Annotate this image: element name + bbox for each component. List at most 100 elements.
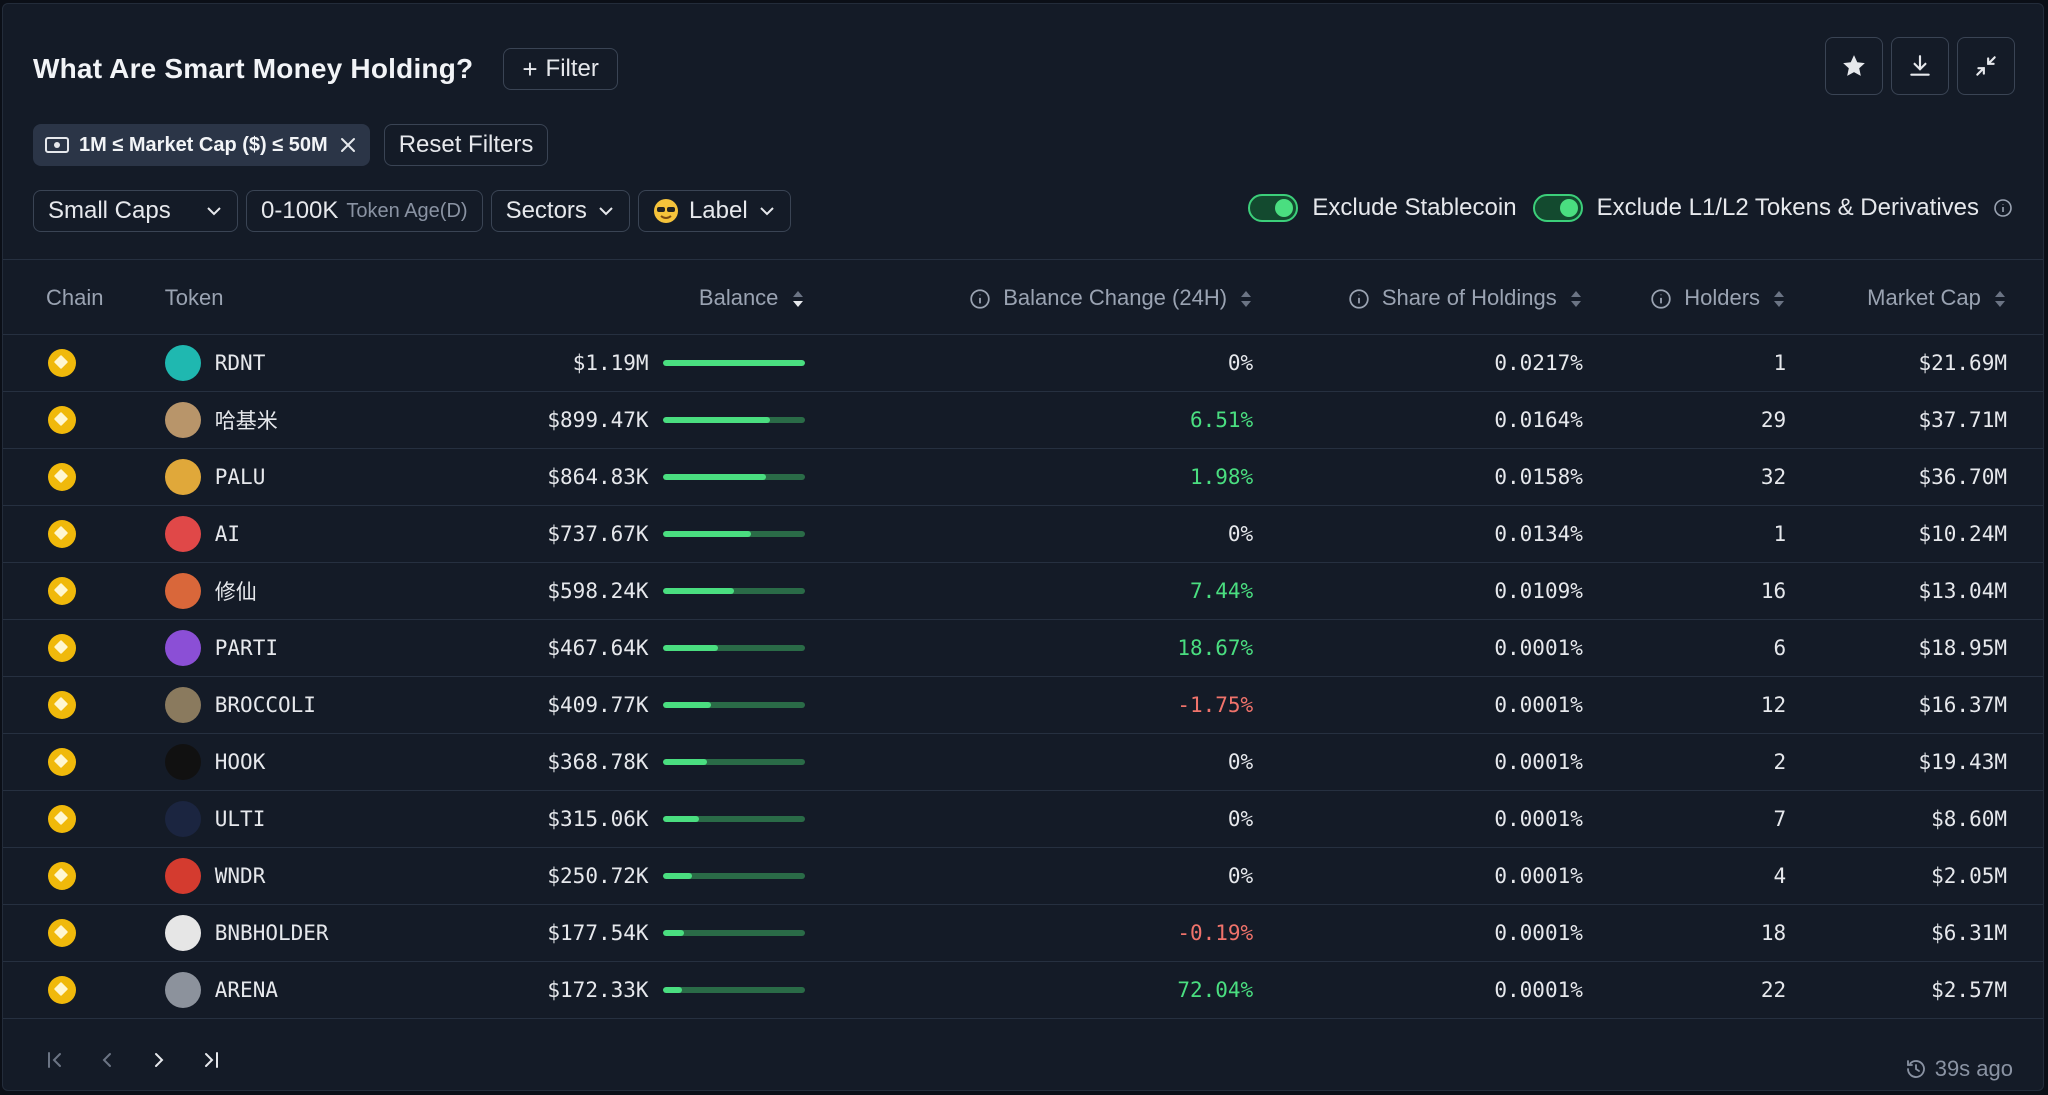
table-row[interactable]: 修仙 $598.24K 7.44% 0.0109% 16 $13.04M [3,562,2043,620]
balance-value: $864.83K [547,465,649,489]
l1l2-toggle[interactable] [1532,194,1583,222]
chain-cell [3,733,165,791]
token-name[interactable]: RDNT [214,351,266,375]
balance-cell: $409.77K [388,676,865,734]
token-cell[interactable]: BNBHOLDER [164,904,389,962]
token-cell[interactable]: ULTI [164,790,389,848]
token-icon [164,915,201,951]
stablecoin-toggle[interactable] [1248,194,1299,222]
market-cap-column-header[interactable]: Market Cap [1788,262,2043,335]
token-cell[interactable]: HOOK [164,733,389,791]
token-name[interactable]: BNBHOLDER [214,921,329,945]
market-cap-cell: $6.31M [1788,904,2043,962]
table-row[interactable]: BROCCOLI $409.77K -1.75% 0.0001% 12 $16.37M [3,676,2043,734]
balance-bar-fill [662,531,751,537]
balance-change-column-header[interactable]: Balance Change (24H) [864,262,1256,335]
token-icon [164,630,201,666]
download-button[interactable] [1891,37,1949,95]
last-page-button[interactable] [199,1048,223,1072]
sort-icon[interactable] [1772,289,1786,309]
balance-bar [662,987,805,993]
info-icon[interactable] [1650,288,1672,310]
market-cap-cell: $13.04M [1788,562,2043,620]
chain-cell [3,676,165,734]
info-icon[interactable] [1993,198,2013,218]
token-cell[interactable]: PALU [164,448,389,506]
token-name[interactable]: WNDR [214,864,266,888]
balance-bar-fill [662,417,771,423]
token-name[interactable]: 修仙 [214,580,257,604]
info-icon[interactable] [1348,288,1370,310]
sort-icon[interactable] [1993,289,2007,309]
token-cell[interactable]: BROCCOLI [164,676,389,734]
balance-bar-fill [662,759,707,765]
token-cell[interactable]: 哈基米 [164,391,389,449]
holders-cell: 6 [1584,619,1789,677]
holders-column-header[interactable]: Holders [1584,262,1789,335]
bnb-chain-icon [48,349,76,377]
token-name[interactable]: 哈基米 [214,409,278,433]
collapse-button[interactable] [1957,37,2015,95]
balance-change-cell: -0.19% [864,904,1256,962]
token-name[interactable]: ARENA [214,978,278,1002]
chain-cell [3,961,165,1019]
bnb-chain-icon [48,406,76,434]
favorite-button[interactable] [1825,37,1883,95]
table-row[interactable]: WNDR $250.72K 0% 0.0001% 4 $2.05M [3,847,2043,905]
sort-icon[interactable] [1239,289,1253,309]
market-cap-header-label: Market Cap [1867,285,1981,310]
market-cap-filter-chip[interactable]: 1M ≤ Market Cap ($) ≤ 50M [33,124,370,166]
holders-cell: 4 [1584,847,1789,905]
sort-icon[interactable] [1569,289,1583,309]
chevron-down-icon [599,207,613,216]
token-name[interactable]: AI [214,522,241,546]
balance-cell: $1.19M [388,334,865,392]
token-name[interactable]: PALU [214,465,266,489]
first-page-button[interactable] [43,1048,67,1072]
label-dropdown[interactable]: Label [637,190,791,232]
bnb-chain-icon [48,691,76,719]
balance-value: $899.47K [547,408,649,432]
share-cell: 0.0001% [1255,619,1585,677]
token-icon [164,744,201,780]
info-icon[interactable] [969,288,991,310]
token-column-header: Token [164,262,389,335]
first-page-icon [48,1052,61,1068]
token-name[interactable]: HOOK [214,750,266,774]
token-age-filter[interactable]: 0-100K Token Age(D) [246,190,483,232]
share-column-header[interactable]: Share of Holdings [1255,262,1585,335]
sectors-dropdown[interactable]: Sectors [490,190,630,232]
token-name[interactable]: ULTI [214,807,266,831]
table-row[interactable]: RDNT $1.19M 0% 0.0217% 1 $21.69M [3,334,2043,392]
token-cell[interactable]: PARTI [164,619,389,677]
token-cell[interactable]: WNDR [164,847,389,905]
table-row[interactable]: AI $737.67K 0% 0.0134% 1 $10.24M [3,505,2043,563]
token-name[interactable]: BROCCOLI [214,693,316,717]
table-row[interactable]: PARTI $467.64K 18.67% 0.0001% 6 $18.95M [3,619,2043,677]
balance-bar-fill [662,702,711,708]
table-row[interactable]: BNBHOLDER $177.54K -0.19% 0.0001% 18 $6.31M [3,904,2043,962]
reset-filters-button[interactable]: Reset Filters [383,124,549,166]
table-row[interactable]: PALU $864.83K 1.98% 0.0158% 32 $36.70M [3,448,2043,506]
next-page-button[interactable] [147,1048,171,1072]
chevron-left-icon [102,1053,111,1067]
table-row[interactable]: ULTI $315.06K 0% 0.0001% 7 $8.60M [3,790,2043,848]
token-cell[interactable]: RDNT [164,334,389,392]
token-name[interactable]: PARTI [214,636,278,660]
table-row[interactable]: 哈基米 $899.47K 6.51% 0.0164% 29 $37.71M [3,391,2043,449]
balance-change-cell: -1.75% [864,676,1256,734]
sort-desc-icon[interactable] [791,289,805,309]
close-icon[interactable] [338,135,358,155]
chevron-down-icon [759,207,774,216]
prev-page-button[interactable] [95,1048,119,1072]
table-row[interactable]: ARENA $172.33K 72.04% 0.0001% 22 $2.57M [3,961,2043,1019]
caps-dropdown[interactable]: Small Caps [33,190,238,232]
token-cell[interactable]: AI [164,505,389,563]
token-cell[interactable]: ARENA [164,961,389,1019]
token-cell[interactable]: 修仙 [164,562,389,620]
token-icon [164,459,201,495]
add-filter-button[interactable]: + Filter [503,48,618,90]
balance-column-header[interactable]: Balance [388,262,865,335]
table-row[interactable]: HOOK $368.78K 0% 0.0001% 2 $19.43M [3,733,2043,791]
market-cap-cell: $16.37M [1788,676,2043,734]
